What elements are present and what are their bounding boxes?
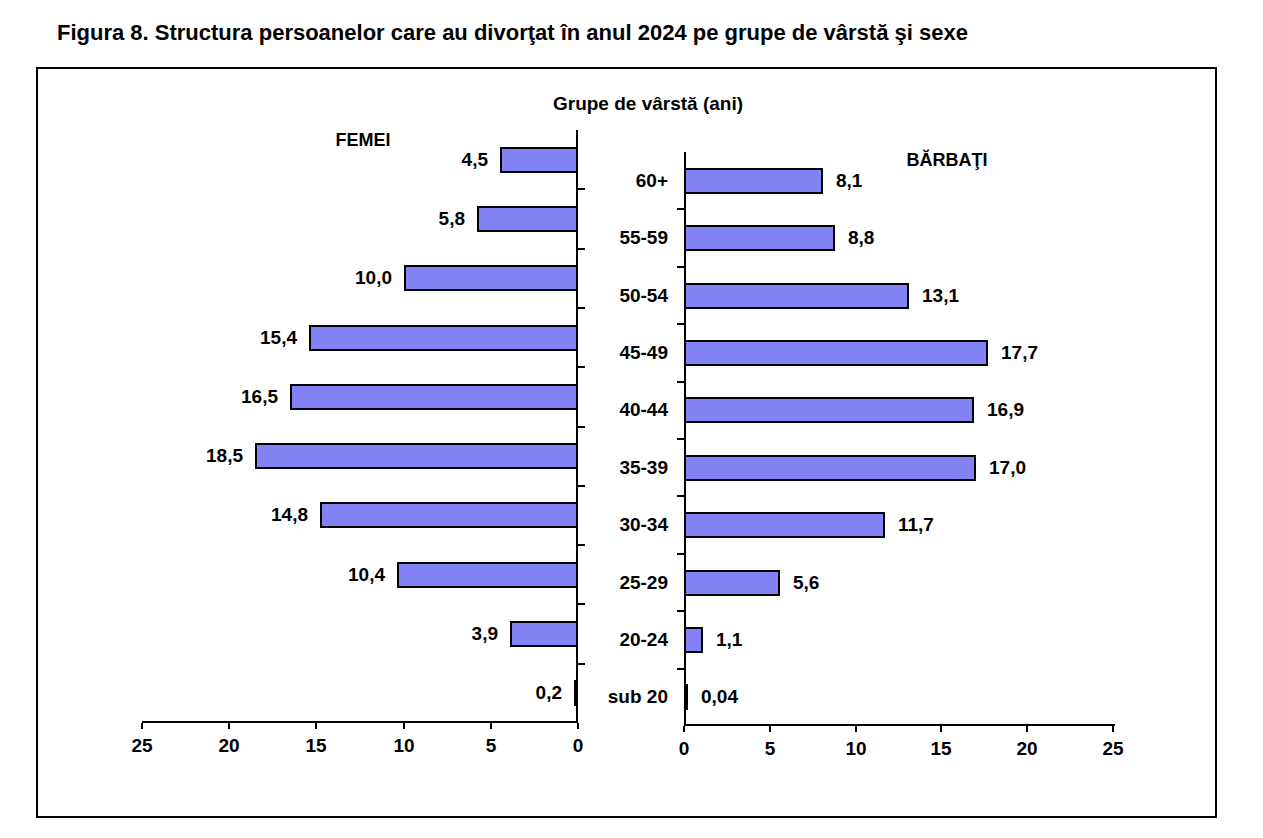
bar-value-femei-50-54: 10,0 bbox=[312, 267, 392, 289]
bar-value-femei-55-59: 5,8 bbox=[385, 208, 465, 230]
male-x-tick bbox=[683, 726, 685, 732]
bar-barbati-20-24 bbox=[684, 627, 703, 653]
male-row-tick bbox=[677, 553, 684, 555]
bar-barbati-45-49 bbox=[684, 340, 988, 366]
male-row-tick bbox=[677, 323, 684, 325]
female-row-tick bbox=[578, 603, 585, 605]
male-x-tick-label: 15 bbox=[916, 738, 966, 760]
female-x-tick bbox=[490, 723, 492, 729]
female-row-tick bbox=[578, 485, 585, 487]
figure-page: Figura 8. Structura persoanelor care au … bbox=[0, 0, 1263, 838]
male-x-tick bbox=[769, 726, 771, 732]
age-group-label-sub 20: sub 20 bbox=[518, 686, 668, 708]
female-x-tick bbox=[577, 723, 579, 729]
bar-value-barbati-45-49: 17,7 bbox=[1001, 342, 1091, 364]
age-group-label-35-39: 35-39 bbox=[518, 457, 668, 479]
female-x-tick bbox=[228, 723, 230, 729]
bar-value-barbati-35-39: 17,0 bbox=[989, 457, 1079, 479]
bar-barbati-40-44 bbox=[684, 397, 974, 423]
figure-title: Figura 8. Structura persoanelor care au … bbox=[57, 20, 968, 46]
male-x-tick bbox=[940, 726, 942, 732]
female-x-tick-label: 10 bbox=[379, 735, 429, 757]
age-axis-title: Grupe de vârstă (ani) bbox=[448, 93, 848, 115]
age-group-label-55-59: 55-59 bbox=[518, 227, 668, 249]
male-x-tick bbox=[1026, 726, 1028, 732]
bar-value-femei-30-34: 14,8 bbox=[228, 504, 308, 526]
age-group-label-25-29: 25-29 bbox=[518, 572, 668, 594]
female-row-tick bbox=[578, 544, 585, 546]
bar-value-barbati-30-34: 11,7 bbox=[898, 514, 988, 536]
male-x-tick bbox=[1112, 726, 1114, 732]
female-x-tick-label: 25 bbox=[117, 735, 167, 757]
bar-value-barbati-55-59: 8,8 bbox=[848, 227, 938, 249]
age-group-label-45-49: 45-49 bbox=[518, 342, 668, 364]
bar-value-barbati-40-44: 16,9 bbox=[987, 399, 1077, 421]
age-group-label-50-54: 50-54 bbox=[518, 285, 668, 307]
male-x-tick-label: 5 bbox=[745, 738, 795, 760]
bar-value-femei-25-29: 10,4 bbox=[305, 564, 385, 586]
male-x-tick-label: 10 bbox=[831, 738, 881, 760]
bar-barbati-55-59 bbox=[684, 225, 835, 251]
age-group-label-30-34: 30-34 bbox=[518, 514, 668, 536]
bar-value-barbati-60+: 8,1 bbox=[836, 170, 926, 192]
male-row-tick bbox=[677, 495, 684, 497]
bar-value-barbati-sub 20: 0,04 bbox=[701, 686, 791, 708]
bar-barbati-25-29 bbox=[684, 570, 780, 596]
male-x-axis bbox=[684, 724, 1115, 726]
bar-barbati-35-39 bbox=[684, 455, 976, 481]
age-group-label-40-44: 40-44 bbox=[518, 399, 668, 421]
female-x-tick bbox=[141, 723, 143, 729]
bar-barbati-50-54 bbox=[684, 283, 909, 309]
female-x-tick-label: 0 bbox=[553, 735, 603, 757]
male-panel-label: BĂRBAŢI bbox=[847, 149, 1047, 171]
male-x-tick-label: 0 bbox=[659, 738, 709, 760]
female-x-tick-label: 20 bbox=[204, 735, 254, 757]
age-group-label-60+: 60+ bbox=[518, 170, 668, 192]
female-row-tick bbox=[578, 426, 585, 428]
male-row-tick bbox=[677, 381, 684, 383]
female-x-tick-label: 15 bbox=[291, 735, 341, 757]
female-x-tick bbox=[315, 723, 317, 729]
bar-value-femei-20-24: 3,9 bbox=[418, 623, 498, 645]
bar-value-barbati-50-54: 13,1 bbox=[922, 285, 1012, 307]
bar-barbati-sub 20 bbox=[684, 684, 688, 710]
bar-barbati-30-34 bbox=[684, 512, 885, 538]
male-row-tick bbox=[677, 266, 684, 268]
female-row-tick bbox=[578, 663, 585, 665]
male-row-tick bbox=[677, 208, 684, 210]
male-x-tick bbox=[855, 726, 857, 732]
female-row-tick bbox=[578, 307, 585, 309]
female-panel-label: FEMEI bbox=[263, 129, 463, 151]
male-row-tick bbox=[677, 668, 684, 670]
bar-value-barbati-25-29: 5,6 bbox=[793, 572, 883, 594]
bar-value-femei-45-49: 15,4 bbox=[217, 327, 297, 349]
male-row-tick bbox=[677, 438, 684, 440]
male-x-tick-label: 25 bbox=[1088, 738, 1138, 760]
bar-value-barbati-20-24: 1,1 bbox=[716, 629, 806, 651]
age-group-label-20-24: 20-24 bbox=[518, 629, 668, 651]
bar-value-femei-60+: 4,5 bbox=[408, 149, 488, 171]
bar-barbati-60+ bbox=[684, 168, 823, 194]
female-x-axis bbox=[142, 721, 578, 723]
pyramid-plot: Grupe de vârstă (ani) FEMEI BĂRBAŢI 25 20… bbox=[36, 67, 1217, 818]
bar-value-femei-40-44: 16,5 bbox=[198, 386, 278, 408]
male-row-tick bbox=[677, 610, 684, 612]
female-row-tick bbox=[578, 366, 585, 368]
bar-value-femei-35-39: 18,5 bbox=[163, 445, 243, 467]
chart-frame: Grupe de vârstă (ani) FEMEI BĂRBAŢI 25 20… bbox=[36, 67, 1217, 818]
female-x-tick bbox=[403, 723, 405, 729]
female-x-tick-label: 5 bbox=[466, 735, 516, 757]
male-x-tick-label: 20 bbox=[1002, 738, 1052, 760]
